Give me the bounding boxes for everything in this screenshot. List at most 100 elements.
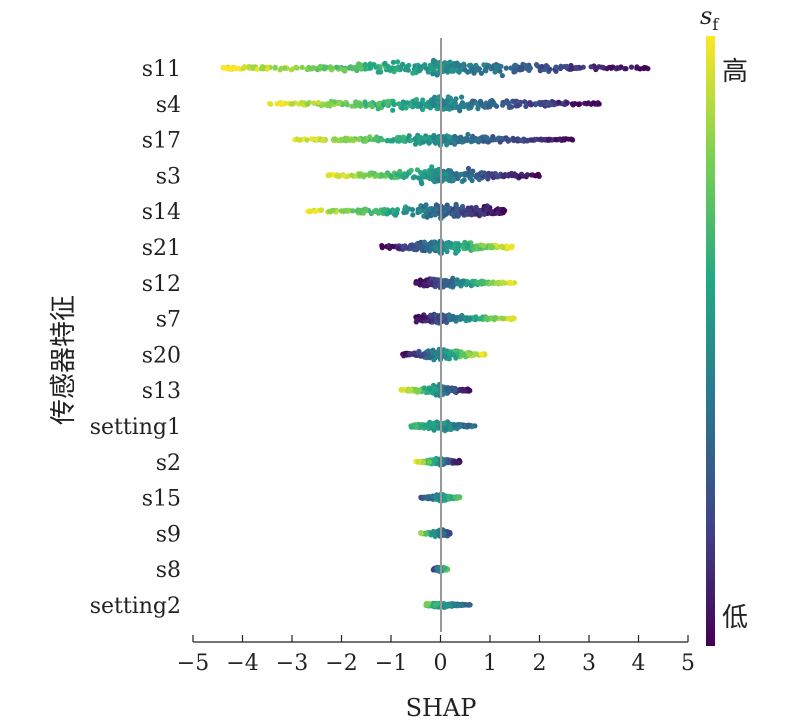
shap-point <box>498 244 504 250</box>
shap-point <box>334 64 340 70</box>
shap-point <box>390 107 396 113</box>
shap-point <box>421 385 427 391</box>
x-tick-label: −1 <box>375 651 407 676</box>
shap-point <box>412 141 419 147</box>
x-tick-label: 3 <box>582 651 596 676</box>
shap-point <box>454 60 460 66</box>
shap-point <box>435 351 441 357</box>
shap-point <box>450 352 456 358</box>
shap-point <box>458 134 464 140</box>
shap-point <box>454 277 460 283</box>
y-tick-label: s15 <box>142 487 181 512</box>
shap-point <box>362 61 368 68</box>
shap-point <box>404 100 410 106</box>
shap-point <box>459 387 465 393</box>
shap-point <box>455 242 461 248</box>
shap-point <box>323 64 329 70</box>
shap-point <box>477 98 484 104</box>
shap-point <box>538 136 544 142</box>
shap-point <box>304 66 310 72</box>
shap-point <box>397 168 403 174</box>
shap-point <box>391 101 397 107</box>
shap-point <box>421 174 427 180</box>
shap-point <box>429 164 435 170</box>
shap-point <box>499 279 505 285</box>
y-axis-label: 传感器特征 <box>49 295 79 425</box>
shap-point <box>390 243 396 249</box>
shap-point <box>518 137 525 143</box>
shap-point <box>374 173 380 179</box>
shap-point <box>390 59 396 65</box>
shap-point <box>349 103 355 109</box>
shap-point <box>447 531 453 537</box>
shap-point <box>382 60 388 66</box>
shap-point <box>338 136 344 142</box>
shap-point <box>402 67 408 73</box>
shap-point <box>384 211 390 217</box>
shap-point <box>481 211 487 217</box>
shap-point <box>466 316 473 322</box>
shap-point <box>441 420 447 426</box>
shap-point <box>556 99 562 105</box>
shap-point <box>414 101 421 107</box>
shap-point <box>452 387 458 393</box>
shap-point <box>508 65 514 71</box>
shap-point <box>428 65 434 72</box>
x-tick-label: 2 <box>533 651 547 676</box>
shap-point <box>403 105 409 111</box>
shap-point <box>258 66 264 72</box>
shap-point <box>361 173 367 179</box>
shap-point <box>420 97 426 103</box>
shap-point <box>415 244 421 250</box>
shap-point <box>307 209 313 215</box>
shap-point <box>500 102 506 108</box>
shap-point <box>495 173 501 179</box>
shap-point <box>407 351 413 357</box>
shap-point <box>296 137 303 143</box>
x-tick-label: −5 <box>177 651 209 676</box>
shap-point <box>529 137 535 143</box>
shap-point <box>588 64 594 70</box>
shap-point <box>431 135 437 141</box>
shap-point <box>336 173 342 179</box>
shap-point <box>548 102 554 108</box>
shap-point <box>459 602 465 608</box>
shap-point <box>449 278 455 284</box>
shap-point <box>527 100 533 106</box>
shap-point <box>432 179 438 185</box>
shap-point <box>368 62 374 68</box>
shap-point <box>299 99 305 106</box>
shap-point <box>466 351 472 357</box>
shap-point <box>320 138 326 144</box>
shap-point <box>423 531 429 537</box>
shap-point <box>426 459 432 465</box>
shap-point <box>478 70 484 76</box>
shap-point <box>542 101 548 107</box>
y-tick-label: s9 <box>156 522 181 547</box>
shap-point <box>479 170 485 176</box>
x-tick-label: 5 <box>681 651 695 676</box>
shap-point <box>596 101 602 107</box>
shap-point <box>492 69 498 75</box>
x-tick-label: 0 <box>434 651 448 676</box>
shap-point <box>356 136 362 143</box>
shap-point <box>547 66 553 72</box>
shap-point <box>484 135 490 141</box>
shap-point <box>272 64 278 70</box>
shap-point <box>423 494 429 500</box>
shap-point <box>299 64 305 70</box>
shap-point <box>424 246 430 252</box>
shap-point <box>328 100 334 106</box>
shap-point <box>410 212 416 218</box>
shap-point <box>490 134 496 140</box>
shap-point <box>623 66 629 72</box>
shap-point <box>315 99 322 106</box>
shap-point <box>446 134 452 140</box>
y-tick-label: s14 <box>142 200 181 225</box>
shap-point <box>465 131 471 138</box>
shap-point <box>279 101 286 107</box>
shap-point <box>615 65 621 71</box>
shap-point <box>573 65 579 72</box>
shap-point <box>423 103 429 109</box>
shap-point <box>513 103 519 109</box>
